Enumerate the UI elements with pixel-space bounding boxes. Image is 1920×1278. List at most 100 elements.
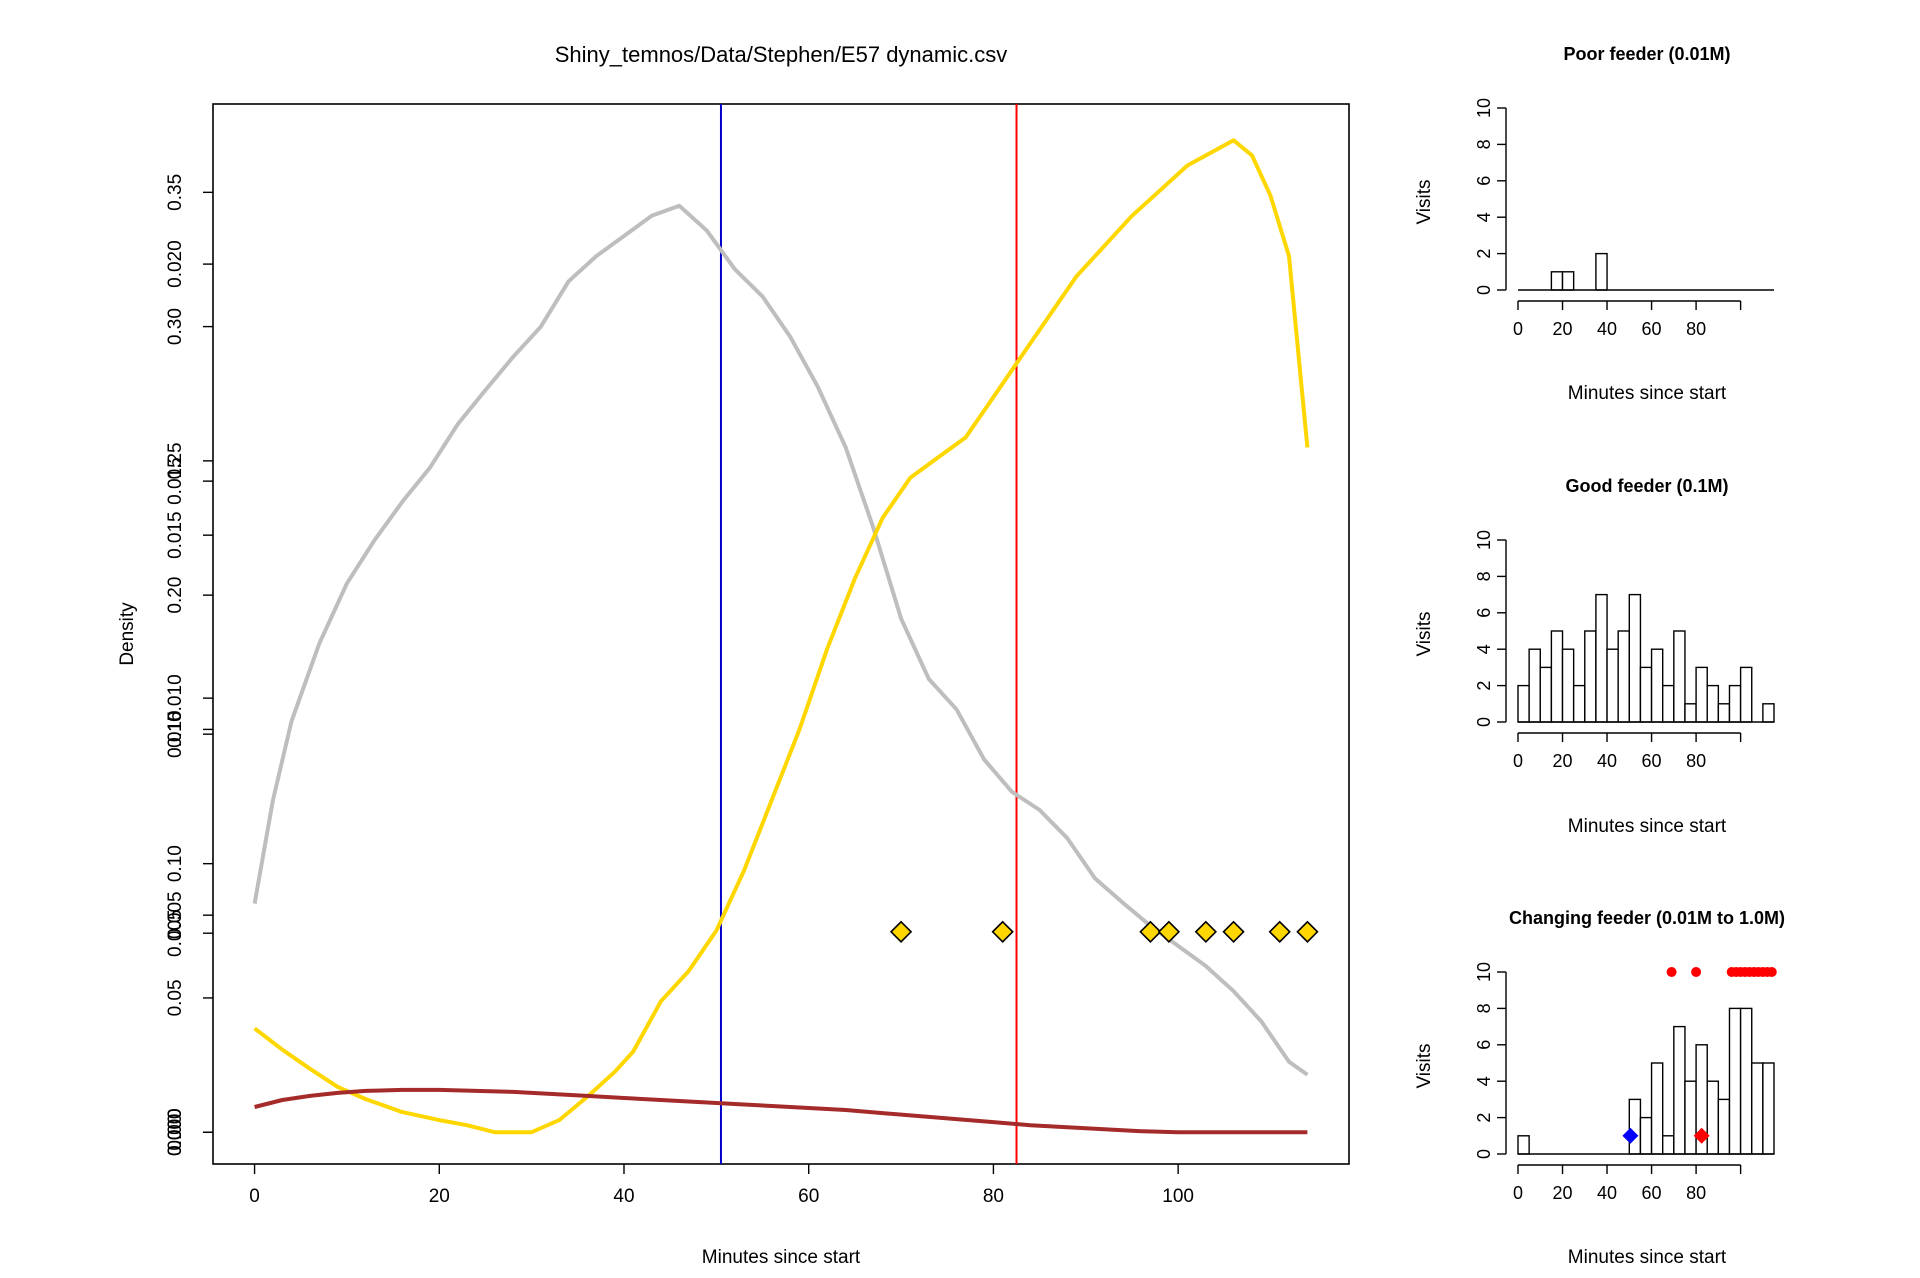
visit-diamond-marker xyxy=(1194,920,1217,943)
histogram-bar xyxy=(1706,1080,1720,1155)
main-y-tick-label: 0.30 xyxy=(165,308,186,345)
histogram-x-tick-label: 20 xyxy=(1553,1183,1573,1203)
histogram-y-tick-label: 8 xyxy=(1474,139,1494,149)
histogram-y-tick-label: 0 xyxy=(1474,1149,1494,1159)
histogram-bar xyxy=(1639,1116,1653,1155)
histogram-y-tick-label: 6 xyxy=(1474,176,1494,186)
histogram-y-tick-label: 6 xyxy=(1474,1040,1494,1050)
good-feeder-title: Good feeder (0.1M) xyxy=(1565,476,1728,496)
density-line xyxy=(252,203,1309,1077)
main-y-tick-label: 0.00 xyxy=(165,1114,186,1151)
histogram-bar xyxy=(1717,703,1731,723)
main-y-tick-label: 0.20 xyxy=(165,577,186,614)
histogram-bar xyxy=(1739,1007,1753,1155)
visit-diamond-marker xyxy=(1222,920,1245,943)
density-series xyxy=(252,138,1310,1135)
main-y-tick-label: 0.015 xyxy=(165,511,186,559)
main-y-tick-label: 0.35 xyxy=(165,174,186,211)
histogram-x-tick-label: 80 xyxy=(1686,751,1706,771)
good-feeder-bars: 0 20 40 60 80 0 2 4 6 8 10 xyxy=(1474,530,1775,771)
changing-feeder-y-label: Visits xyxy=(1414,1043,1435,1088)
histogram-y-tick-label: 10 xyxy=(1474,962,1494,982)
histogram-x-tick-label: 40 xyxy=(1597,751,1617,771)
histogram-x-tick-label: 60 xyxy=(1642,751,1662,771)
histogram-bar xyxy=(1595,252,1608,291)
main-x-tick-label: 60 xyxy=(798,1186,819,1207)
histogram-bar xyxy=(1628,593,1642,723)
density-line xyxy=(254,1087,1308,1135)
visit-diamond-marker xyxy=(1157,920,1181,943)
histogram-bar xyxy=(1539,666,1553,723)
histogram-bar xyxy=(1561,271,1575,291)
histogram-bar xyxy=(1684,1080,1697,1155)
main-y-tick-label: 0.000 xyxy=(165,1108,186,1156)
histogram-y-tick-label: 0 xyxy=(1474,717,1494,727)
main-y-tick-label: 0.15 xyxy=(165,711,186,748)
histogram-x-tick-label: 80 xyxy=(1686,319,1706,339)
histogram-y-tick-label: 4 xyxy=(1474,1076,1494,1086)
histogram-bar xyxy=(1561,648,1575,723)
changing-feeder-histogram: Changing feeder (0.01M to 1.0M) Minutes … xyxy=(1414,908,1785,1268)
main-y-tick-label: 0.020 xyxy=(165,240,186,288)
density-line xyxy=(253,138,1310,1135)
histogram-bar xyxy=(1684,703,1697,723)
histogram-x-tick-label: 60 xyxy=(1642,1183,1662,1203)
main-x-tick-label: 40 xyxy=(613,1186,634,1207)
visit-markers xyxy=(889,920,1319,943)
histogram-bar xyxy=(1639,666,1653,723)
histogram-bar xyxy=(1584,630,1597,723)
poor-feeder-title: Poor feeder (0.01M) xyxy=(1563,44,1730,64)
histogram-bar xyxy=(1650,648,1664,723)
event-lines xyxy=(719,104,1018,1164)
poor-feeder-x-label: Minutes since start xyxy=(1568,383,1727,404)
good-feeder-x-label: Minutes since start xyxy=(1568,816,1727,837)
histogram-y-tick-label: 2 xyxy=(1474,681,1494,691)
histogram-bar xyxy=(1728,1007,1742,1155)
good-feeder-histogram: Good feeder (0.1M) Minutes since start V… xyxy=(1414,476,1775,837)
histogram-bar xyxy=(1595,593,1608,723)
histogram-y-tick-label: 0 xyxy=(1474,285,1494,295)
main-y-axis-label: Density xyxy=(117,602,138,666)
histogram-bar xyxy=(1762,1062,1775,1155)
histogram-bar xyxy=(1606,648,1619,723)
histogram-x-tick-label: 0 xyxy=(1513,319,1523,339)
histogram-x-tick-label: 20 xyxy=(1553,751,1573,771)
visit-diamond-marker xyxy=(1296,920,1319,943)
histogram-bar xyxy=(1673,1025,1686,1155)
histogram-bar xyxy=(1717,1098,1731,1155)
histogram-x-tick-label: 0 xyxy=(1513,751,1523,771)
main-y-tick-label: 0.10 xyxy=(165,845,186,882)
histogram-y-tick-label: 4 xyxy=(1474,212,1494,222)
visit-diamond-marker xyxy=(1268,920,1291,943)
changing-feeder-x-label: Minutes since start xyxy=(1568,1247,1727,1268)
main-y-tick-label: 0.000 xyxy=(165,1108,186,1156)
histogram-bar xyxy=(1739,666,1753,723)
good-feeder-y-label: Visits xyxy=(1414,611,1435,656)
histogram-bar xyxy=(1661,684,1675,723)
main-x-axis-label: Minutes since start xyxy=(702,1247,861,1268)
main-chart-title: Shiny_temnos/Data/Stephen/E57 dynamic.cs… xyxy=(555,42,1007,67)
changing-feeder-title: Changing feeder (0.01M to 1.0M) xyxy=(1509,908,1785,928)
histogram-bar xyxy=(1550,630,1564,723)
histogram-y-tick-label: 6 xyxy=(1474,608,1494,618)
histogram-bar xyxy=(1661,1135,1675,1155)
main-y-tick-label: 0.05 xyxy=(165,979,186,1016)
histogram-x-tick-label: 80 xyxy=(1686,1183,1706,1203)
histogram-y-tick-label: 10 xyxy=(1474,98,1494,118)
histogram-bar xyxy=(1650,1062,1664,1155)
visit-diamond-marker xyxy=(991,920,1014,943)
histogram-x-tick-label: 40 xyxy=(1597,1183,1617,1203)
main-y-tick-label: 0.005 xyxy=(165,909,186,957)
histogram-x-tick-label: 40 xyxy=(1597,319,1617,339)
main-x-tick-label: 100 xyxy=(1162,1186,1194,1207)
histogram-bar xyxy=(1673,630,1686,723)
visit-diamond-marker xyxy=(889,920,913,943)
histogram-y-tick-label: 4 xyxy=(1474,644,1494,654)
histogram-bar xyxy=(1550,271,1564,291)
main-x-tick-label: 0 xyxy=(249,1186,260,1207)
red-visit-dot xyxy=(1691,967,1702,977)
histogram-bar xyxy=(1517,1135,1530,1155)
changing-feeder-bars: 0 20 40 60 80 0 2 4 6 8 10 xyxy=(1474,962,1777,1203)
main-y-tick-label: 0.010 xyxy=(165,674,186,722)
histogram-x-tick-label: 60 xyxy=(1642,319,1662,339)
